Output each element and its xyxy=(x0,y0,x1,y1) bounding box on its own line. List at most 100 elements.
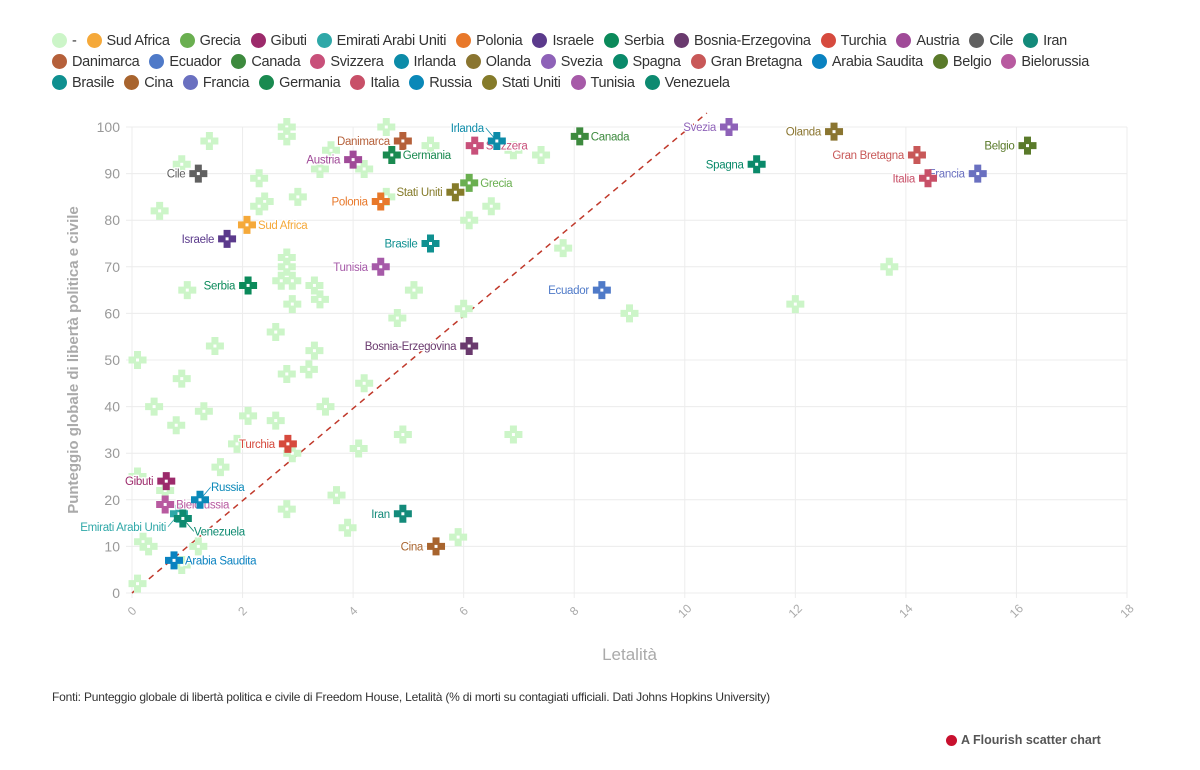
data-point[interactable] xyxy=(305,276,324,295)
data-point[interactable] xyxy=(172,369,191,388)
data-point[interactable]: Cina xyxy=(399,537,446,556)
legend-item[interactable]: Iran xyxy=(1023,32,1067,49)
data-point[interactable] xyxy=(504,425,523,444)
data-point[interactable]: Serbia xyxy=(202,276,258,295)
flourish-credit-link[interactable]: A Flourish scatter chart xyxy=(946,733,1101,747)
data-point[interactable] xyxy=(211,458,230,477)
data-point[interactable] xyxy=(880,257,899,276)
data-point[interactable] xyxy=(266,323,285,342)
legend-item[interactable]: Francia xyxy=(182,74,249,91)
data-point[interactable] xyxy=(200,131,219,150)
legend-item[interactable]: Venezuela xyxy=(644,74,730,91)
data-point[interactable] xyxy=(338,518,357,537)
data-point[interactable] xyxy=(266,411,285,430)
data-point[interactable] xyxy=(283,271,302,290)
data-point[interactable] xyxy=(178,281,197,300)
data-point[interactable] xyxy=(377,187,396,206)
data-point[interactable] xyxy=(305,341,324,360)
data-point[interactable] xyxy=(349,439,368,458)
data-point[interactable] xyxy=(128,574,147,593)
legend-item[interactable]: Gran Bretagna xyxy=(690,53,802,70)
data-point[interactable]: Emirati Arabi Uniti xyxy=(79,504,188,535)
legend-item[interactable]: Svizzera xyxy=(310,53,384,70)
legend-item[interactable]: - xyxy=(52,32,77,49)
data-point[interactable] xyxy=(322,141,340,160)
data-point[interactable] xyxy=(377,118,396,136)
data-point[interactable]: Venezuela xyxy=(173,509,247,540)
data-point[interactable] xyxy=(228,434,247,453)
data-point[interactable] xyxy=(299,360,318,379)
data-point[interactable]: Bosnia-Erzegovina xyxy=(364,337,479,356)
data-point[interactable] xyxy=(134,532,153,551)
data-point[interactable]: Austria xyxy=(305,150,363,169)
legend-item[interactable]: Grecia xyxy=(179,32,241,49)
data-point[interactable] xyxy=(482,197,501,216)
data-point[interactable] xyxy=(189,537,208,556)
data-point[interactable] xyxy=(277,127,296,146)
data-point[interactable] xyxy=(172,556,191,575)
data-point[interactable]: Olanda xyxy=(784,122,844,141)
data-point[interactable] xyxy=(504,141,523,160)
data-point[interactable]: Arabia Saudita xyxy=(165,551,259,570)
data-point[interactable] xyxy=(194,402,213,421)
data-point[interactable] xyxy=(620,304,639,323)
data-point[interactable] xyxy=(205,337,224,356)
data-point[interactable] xyxy=(355,374,374,393)
data-point[interactable] xyxy=(277,500,296,519)
legend-item[interactable]: Emirati Arabi Uniti xyxy=(316,32,446,49)
data-point[interactable]: Tunisia xyxy=(332,257,390,276)
data-point[interactable] xyxy=(255,192,274,211)
legend-item[interactable]: Sud Africa xyxy=(86,32,170,49)
data-point[interactable] xyxy=(283,295,302,314)
legend-item[interactable]: Ecuador xyxy=(149,53,222,70)
data-point[interactable]: Danimarca xyxy=(336,131,412,150)
data-point[interactable] xyxy=(554,239,573,258)
data-point[interactable] xyxy=(277,257,296,276)
data-point[interactable] xyxy=(139,537,158,556)
data-point[interactable]: Turchia xyxy=(238,434,297,453)
legend-item[interactable]: Brasile xyxy=(52,74,115,91)
data-point[interactable]: Israele xyxy=(180,229,237,248)
data-point[interactable] xyxy=(145,397,164,416)
data-point[interactable]: Iran xyxy=(370,504,412,523)
data-point[interactable] xyxy=(454,299,473,318)
data-point[interactable]: Spagna xyxy=(705,155,766,174)
data-point[interactable]: Grecia xyxy=(460,173,515,192)
data-point[interactable] xyxy=(277,248,296,267)
legend-item[interactable]: Olanda xyxy=(465,53,531,70)
data-point[interactable]: Francia xyxy=(927,164,987,183)
data-point[interactable]: Svezia xyxy=(682,118,738,136)
data-point[interactable] xyxy=(288,187,307,206)
data-point[interactable] xyxy=(355,159,374,178)
data-point[interactable]: Belgio xyxy=(983,136,1037,155)
data-point[interactable] xyxy=(310,159,329,178)
legend-item[interactable]: Spagna xyxy=(612,53,681,70)
data-point[interactable] xyxy=(393,425,412,444)
legend-item[interactable]: Serbia xyxy=(603,32,664,49)
data-point[interactable]: Germania xyxy=(382,145,453,164)
legend-item[interactable]: Cina xyxy=(124,74,173,91)
legend-item[interactable]: Arabia Saudita xyxy=(811,53,923,70)
data-point[interactable] xyxy=(277,118,296,136)
legend-item[interactable]: Germania xyxy=(259,74,341,91)
data-point[interactable]: Brasile xyxy=(383,234,440,253)
data-point[interactable] xyxy=(167,416,186,435)
data-point[interactable]: Ecuador xyxy=(547,281,611,300)
data-point[interactable] xyxy=(388,309,407,328)
data-point[interactable]: Stati Uniti xyxy=(395,183,465,202)
data-point[interactable] xyxy=(460,211,479,230)
data-point[interactable] xyxy=(786,295,805,314)
data-point[interactable] xyxy=(283,444,302,463)
legend-item[interactable]: Stati Uniti xyxy=(481,74,561,91)
data-point[interactable] xyxy=(128,467,147,486)
data-point[interactable] xyxy=(250,169,269,188)
legend-item[interactable]: Danimarca xyxy=(52,53,140,70)
data-point[interactable] xyxy=(327,486,346,505)
data-point[interactable] xyxy=(532,145,551,164)
legend-item[interactable]: Irlanda xyxy=(393,53,456,70)
legend-item[interactable]: Gibuti xyxy=(250,32,307,49)
legend-item[interactable]: Tunisia xyxy=(570,74,635,91)
legend-item[interactable]: Austria xyxy=(896,32,960,49)
data-point[interactable]: Irlanda xyxy=(450,122,506,150)
data-point[interactable] xyxy=(404,281,423,300)
